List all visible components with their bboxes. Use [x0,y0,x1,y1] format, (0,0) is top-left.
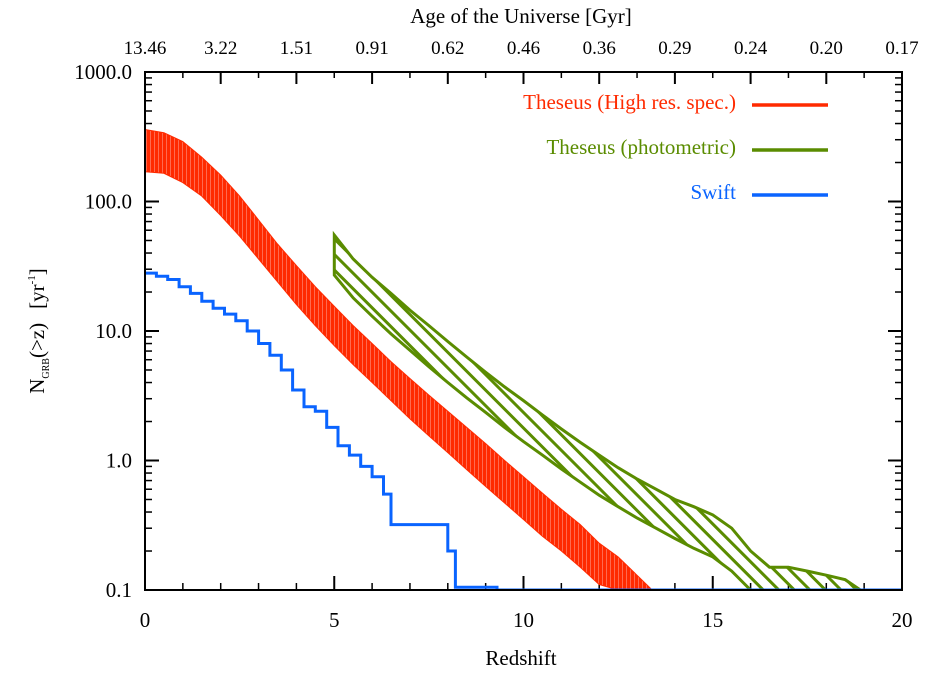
top-tick-label: 1.51 [280,38,313,59]
top-tick-label: 13.46 [124,38,167,59]
legend: Theseus (High res. spec.) Theseus (photom… [523,90,828,204]
y-tick-label: 1000.0 [74,60,132,84]
top-tick-label: 3.22 [204,38,237,59]
y-unit-sup: -1 [26,275,38,284]
top-tick-label: 0.29 [658,38,691,59]
y-label-sub: GRB [41,358,52,379]
y-unit-base: [yr [25,284,49,309]
legend-label: Swift [690,180,736,204]
top-tick-label: 0.17 [885,38,918,59]
y-tick-label: 10.0 [95,319,132,343]
top-tick-label: 0.24 [734,38,768,59]
top-tick-label: 0.91 [355,38,388,59]
x-axis-label: Redshift [485,646,556,670]
top-tick-label: 0.62 [431,38,464,59]
y-ticks: 0.1 1.0 10.0 100.0 1000.0 [74,60,902,602]
y-axis-label: NGRB(>z) [yr-1] [25,268,52,394]
x-tick-label: 10 [513,608,534,632]
plot-frame [144,71,903,591]
legend-label: Theseus (High res. spec.) [523,90,736,114]
x-ticks: 0 5 10 15 20 [140,576,913,632]
top-axis-label: Age of the Universe [Gyr] [410,4,632,28]
top-tick-label: 0.20 [810,38,843,59]
legend-label: Theseus (photometric) [546,135,736,159]
x-tick-label: 15 [702,608,723,632]
y-tick-label: 1.0 [106,449,132,473]
x-tick-label: 20 [892,608,913,632]
y-tick-label: 0.1 [106,578,132,602]
top-ticks: 13.46 3.22 1.51 0.91 0.62 0.46 0.36 0.29 0.24 0.2… [124,38,919,84]
y-tick-label: 100.0 [85,190,132,214]
band-high-res-spec [145,128,653,590]
x-tick-label: 0 [140,608,151,632]
x-tick-label: 5 [329,608,340,632]
top-tick-label: 0.46 [507,38,540,59]
y-label-n: N [25,379,49,394]
y-unit-close: ] [25,268,49,275]
swift-step-line [145,271,902,590]
y-label-rest: (>z) [25,323,49,358]
band-photometric [332,230,864,590]
top-tick-label: 0.36 [583,38,616,59]
